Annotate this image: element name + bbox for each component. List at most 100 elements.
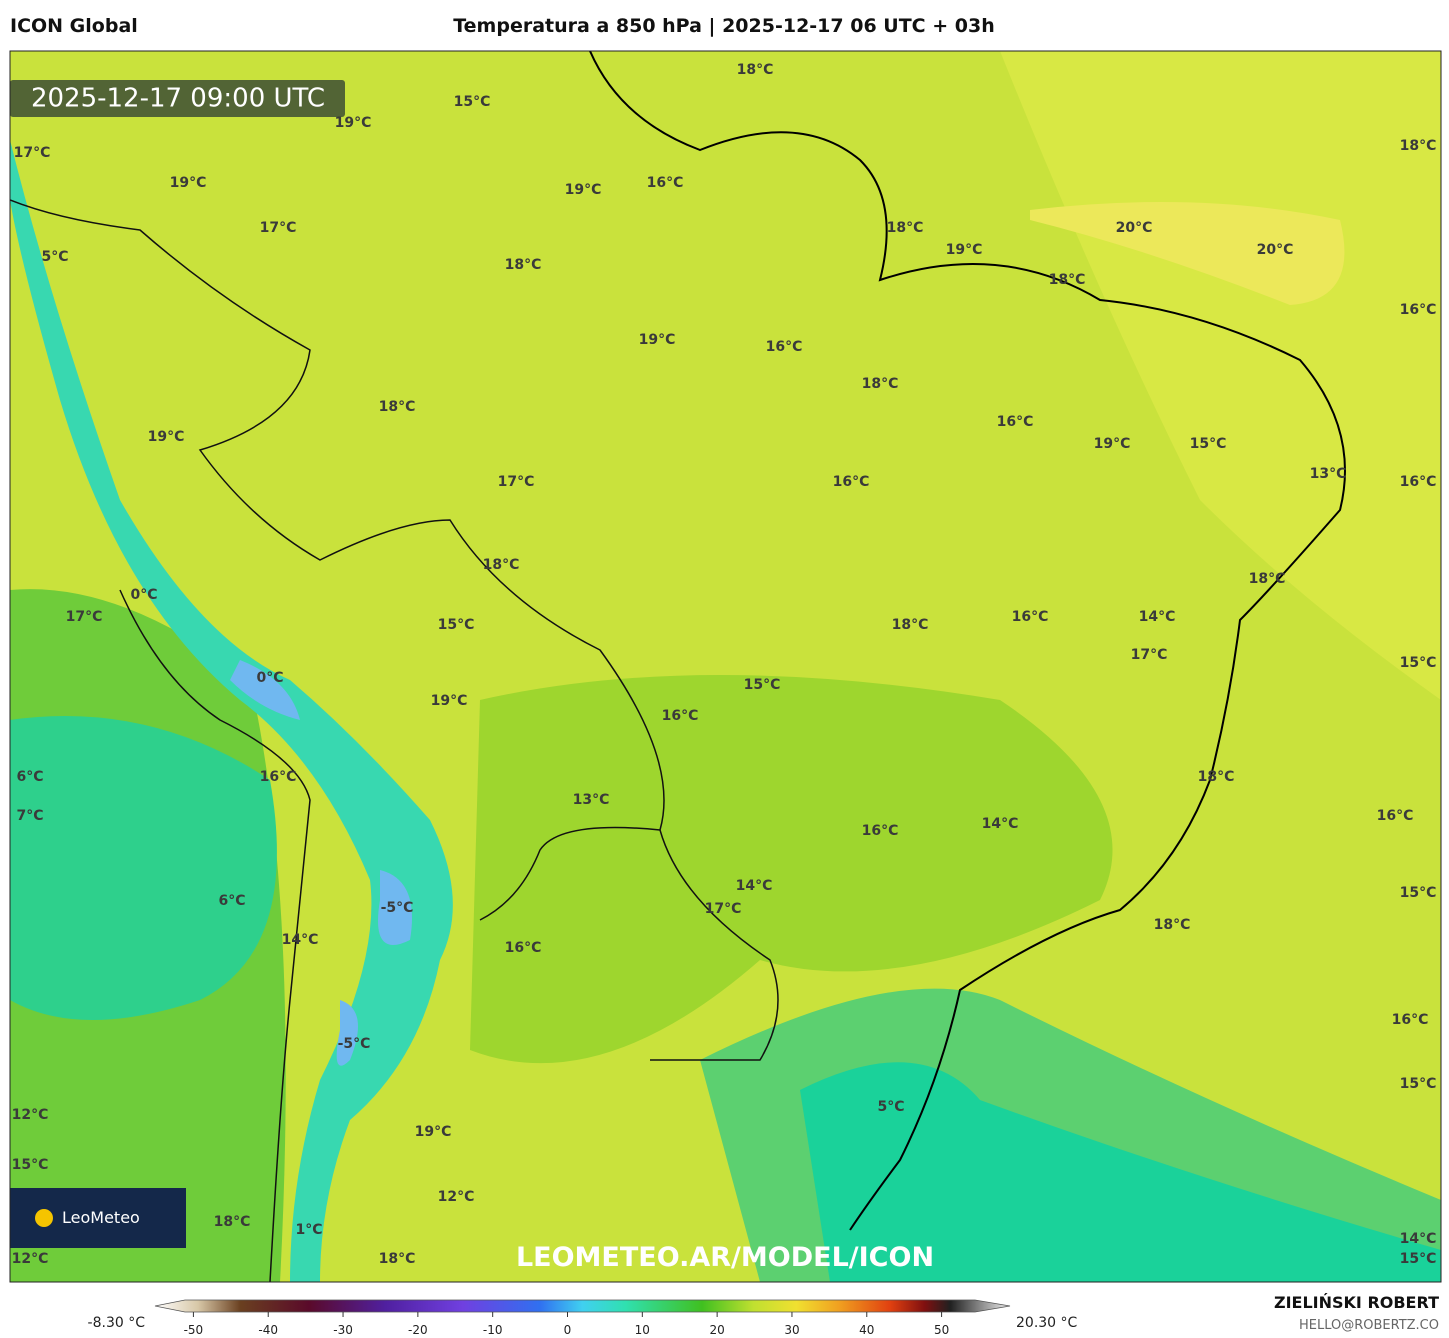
temperature-label: 12°C xyxy=(12,1107,49,1123)
temperature-label: 15°C xyxy=(1190,436,1227,452)
temperature-label: 14°C xyxy=(282,932,319,948)
temperature-label: 7°C xyxy=(16,808,43,824)
temperature-label: 18°C xyxy=(862,376,899,392)
temperature-label: 19°C xyxy=(565,182,602,198)
temperature-label: 16°C xyxy=(862,823,899,839)
temperature-label: 12°C xyxy=(12,1251,49,1267)
colorbar-tick-label: 20 xyxy=(709,1323,724,1337)
temperature-label: 16°C xyxy=(1392,1012,1429,1028)
temperature-label: 12°C xyxy=(438,1189,475,1205)
temperature-label: 13°C xyxy=(573,792,610,808)
temperature-label: 16°C xyxy=(647,175,684,191)
contact: HELLO@ROBERTZ.CO xyxy=(1299,1318,1439,1333)
colorbar xyxy=(154,1299,1011,1313)
author: ZIELIŃSKI ROBERT xyxy=(1274,1293,1439,1312)
pacific-cool xyxy=(10,716,277,1020)
temperature-label: 16°C xyxy=(505,940,542,956)
temperature-label: 15°C xyxy=(744,677,781,693)
temperature-label: 5°C xyxy=(877,1099,904,1115)
borders xyxy=(10,199,779,1282)
colorbar-tick-label: -50 xyxy=(184,1323,204,1337)
logo-text: LeoMeteo xyxy=(62,1208,140,1227)
temperature-labels: 18°C 15°C 19°C 17°C 19°C 19°C 16°C 18°C 17°C 18°C… xyxy=(12,62,1437,1267)
colorbar-ticks: -50 -40 -30 -20 -10 0 10 20 30 40 50 xyxy=(184,1312,949,1337)
temperature-label: 18°C xyxy=(892,617,929,633)
temperature-label: 16°C xyxy=(1400,302,1437,318)
temperature-label: 6°C xyxy=(218,893,245,909)
temperature-label: 18°C xyxy=(887,220,924,236)
temperature-label: 15°C xyxy=(1400,1251,1437,1267)
temperature-label: -5°C xyxy=(381,900,414,916)
temperature-label: 15°C xyxy=(1400,655,1437,671)
temperature-label: 16°C xyxy=(997,414,1034,430)
temperature-label: 18°C xyxy=(1198,769,1235,785)
temperature-label: 14°C xyxy=(982,816,1019,832)
temperature-label: 18°C xyxy=(379,1251,416,1267)
logo-sun xyxy=(35,1209,53,1227)
colorbar-tick-label: 10 xyxy=(635,1323,650,1337)
temperature-label: 5°C xyxy=(41,249,68,265)
green-area xyxy=(470,675,1113,1064)
temperature-label: 6°C xyxy=(16,769,43,785)
colorbar-tick-label: 40 xyxy=(859,1323,874,1337)
map-frame xyxy=(9,50,1442,1283)
temperature-label: 18°C xyxy=(1049,272,1086,288)
colorbar-tick-label: -30 xyxy=(333,1323,353,1337)
temperature-label: 0°C xyxy=(256,670,283,686)
colorbar-min: -8.30 °C xyxy=(88,1315,146,1331)
temperature-label: 18°C xyxy=(379,399,416,415)
temperature-label: 15°C xyxy=(1400,885,1437,901)
timestamp-box xyxy=(10,80,345,117)
temperature-label: 14°C xyxy=(1139,609,1176,625)
temperature-label: 20°C xyxy=(1257,242,1294,258)
temperature-label: 18°C xyxy=(737,62,774,78)
temperature-label: 16°C xyxy=(662,708,699,724)
temperature-label: 17°C xyxy=(260,220,297,236)
colorbar-tick-label: 30 xyxy=(784,1323,799,1337)
temperature-label: 19°C xyxy=(335,115,372,131)
watermark: LEOMETEO.AR/MODEL/ICON xyxy=(516,1242,934,1273)
temperature-label: 19°C xyxy=(148,429,185,445)
temperature-label: 15°C xyxy=(454,94,491,110)
temperature-label: 13°C xyxy=(1310,466,1347,482)
temperature-label: 15°C xyxy=(1400,1076,1437,1092)
colorbar-tick-label: 50 xyxy=(934,1323,949,1337)
temperature-label: 19°C xyxy=(639,332,676,348)
temperature-label: 17°C xyxy=(1131,647,1168,663)
temperature-label: 16°C xyxy=(1012,609,1049,625)
coastline xyxy=(589,51,1346,1231)
temperature-label: 19°C xyxy=(1094,436,1131,452)
colorbar-tick-label: -20 xyxy=(408,1323,428,1337)
temperature-label: 1°C xyxy=(295,1222,322,1238)
temperature-label: 19°C xyxy=(946,242,983,258)
atlantic-cool xyxy=(800,1062,1441,1282)
colorbar-tick-label: -10 xyxy=(483,1323,503,1337)
temperature-label: 17°C xyxy=(66,609,103,625)
temperature-label: 19°C xyxy=(170,175,207,191)
colorbar-tick-label: -40 xyxy=(258,1323,278,1337)
map: 2025-12-17 09:00 UTC 18°C 15°C 19°C 17°C 19°… xyxy=(10,51,1441,1282)
temperature-label: 18°C xyxy=(483,557,520,573)
temperature-label: 16°C xyxy=(833,474,870,490)
temperature-label: 0°C xyxy=(130,587,157,603)
temperature-label: 20°C xyxy=(1116,220,1153,236)
colorbar-tick-label: 0 xyxy=(564,1323,572,1337)
temperature-label: 18°C xyxy=(505,257,542,273)
map-title: Temperatura a 850 hPa | 2025-12-17 06 UT… xyxy=(453,15,995,37)
temperature-label: -5°C xyxy=(338,1036,371,1052)
timestamp: 2025-12-17 09:00 UTC xyxy=(31,84,325,114)
temperature-label: 16°C xyxy=(260,769,297,785)
model-name: ICON Global xyxy=(10,15,138,37)
temperature-label: 14°C xyxy=(1400,1231,1437,1247)
temperature-label: 16°C xyxy=(766,339,803,355)
temperature-label: 19°C xyxy=(415,1124,452,1140)
temperature-label: 17°C xyxy=(498,474,535,490)
temperature-label: 19°C xyxy=(431,693,468,709)
temperature-label: 18°C xyxy=(1249,571,1286,587)
temperature-label: 17°C xyxy=(14,145,51,161)
temperature-label: 16°C xyxy=(1377,808,1414,824)
temperature-label: 18°C xyxy=(1400,138,1437,154)
temperature-label: 16°C xyxy=(1400,474,1437,490)
temperature-label: 18°C xyxy=(1154,917,1191,933)
